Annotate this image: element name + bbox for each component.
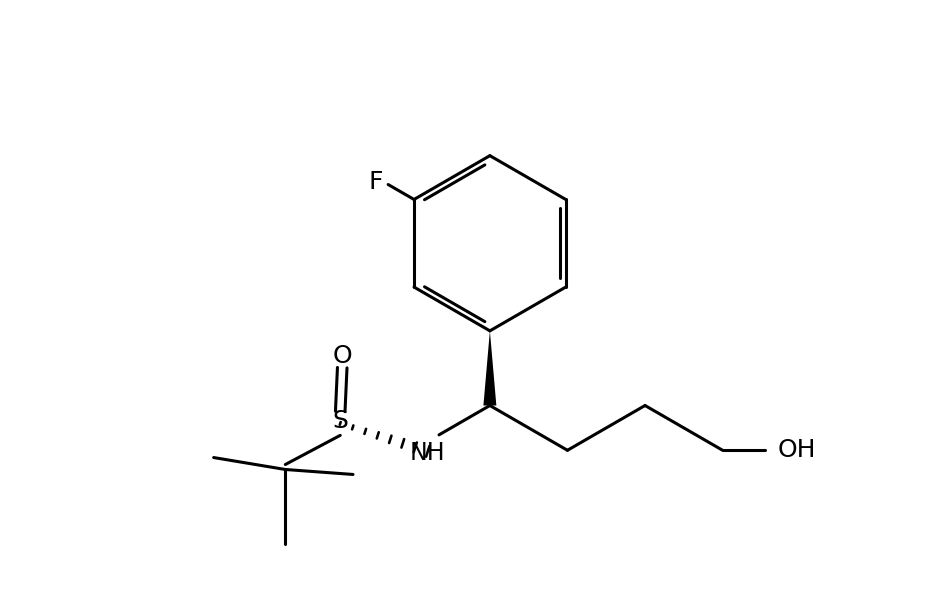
Text: S: S [332, 410, 348, 434]
Text: OH: OH [777, 438, 816, 462]
Text: NH: NH [410, 441, 445, 465]
Text: F: F [368, 170, 383, 194]
Text: O: O [332, 344, 352, 368]
Polygon shape [484, 331, 497, 405]
